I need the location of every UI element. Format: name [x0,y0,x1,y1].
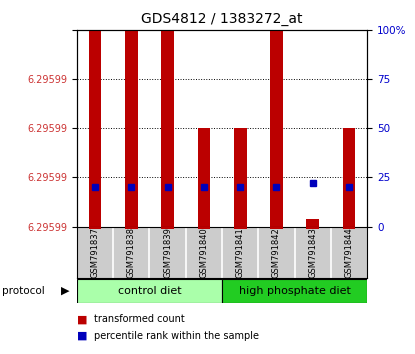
Bar [270,227,283,229]
Text: ■: ■ [77,331,87,341]
Bar [343,227,356,229]
Text: percentile rank within the sample: percentile rank within the sample [94,331,259,341]
Bar [161,227,174,229]
Bar [306,219,319,227]
Bar [234,227,247,229]
Bar [306,227,319,229]
Bar [125,30,138,227]
Text: GSM791840: GSM791840 [199,227,208,278]
Text: ▶: ▶ [61,286,70,296]
Bar [270,30,283,227]
Text: transformed count: transformed count [94,314,185,324]
Text: GSM791839: GSM791839 [163,227,172,278]
Bar [343,128,356,227]
Bar [161,30,174,227]
Bar [198,128,210,227]
Text: protocol: protocol [2,286,45,296]
Text: control diet: control diet [117,286,181,296]
Bar [125,227,138,229]
Text: GDS4812 / 1383272_at: GDS4812 / 1383272_at [141,12,303,27]
Text: GSM791842: GSM791842 [272,227,281,278]
Bar [198,227,210,229]
Text: GSM791841: GSM791841 [236,227,245,278]
Text: ■: ■ [77,314,87,324]
Bar [77,279,222,303]
Text: GSM791837: GSM791837 [90,227,100,278]
Text: high phosphate diet: high phosphate diet [239,286,351,296]
Text: GSM791843: GSM791843 [308,227,317,278]
Bar [88,227,101,229]
Bar [222,279,367,303]
Bar [88,30,101,227]
Text: GSM791844: GSM791844 [344,227,354,278]
Bar [234,128,247,227]
Text: GSM791838: GSM791838 [127,227,136,278]
